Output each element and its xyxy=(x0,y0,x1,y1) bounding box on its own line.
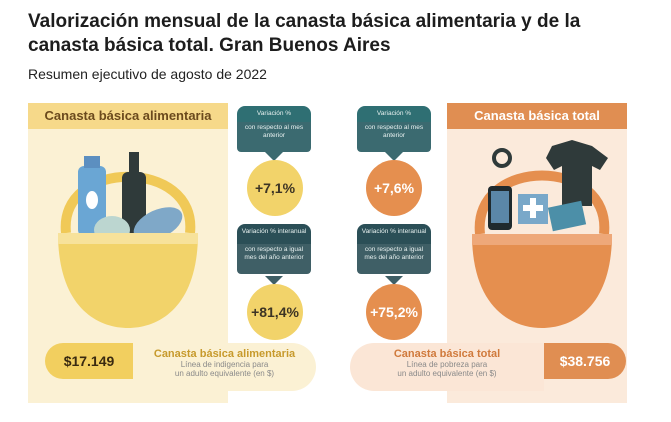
total-monthly-tag-text: con respecto al mes anterior xyxy=(357,122,431,152)
total-yearly-tag: Variación % interanual con respecto a ig… xyxy=(357,224,431,276)
food-yearly-tag-text: con respecto a igual mes del año anterio… xyxy=(237,244,311,274)
food-yearly-value: +81,4% xyxy=(247,284,303,340)
total-yearly-tag-title: Variación % interanual xyxy=(357,224,431,244)
food-basket-pill-title: Canasta básica alimentaria xyxy=(153,348,296,360)
total-yearly-value: +75,2% xyxy=(366,284,422,340)
total-basket-pill: Canasta básica total Línea de pobreza pa… xyxy=(350,343,544,391)
total-basket-pill-line1: Línea de pobreza para xyxy=(406,360,488,369)
total-yearly-tag-text: con respecto a igual mes del año anterio… xyxy=(357,244,431,274)
food-yearly-tag: Variación % interanual con respecto a ig… xyxy=(237,224,311,276)
page-subtitle: Resumen ejecutivo de agosto de 2022 xyxy=(28,66,267,82)
total-monthly-value: +7,6% xyxy=(366,160,422,216)
food-monthly-pointer xyxy=(265,152,283,161)
food-basket-header: Canasta básica alimentaria xyxy=(28,103,228,129)
food-yearly-tag-title: Variación % interanual xyxy=(237,224,311,244)
food-basket-pill-line1: Línea de indigencia para xyxy=(180,360,269,369)
food-yearly-pointer xyxy=(265,276,283,285)
total-basket-pill-title: Canasta básica total xyxy=(393,348,501,360)
food-monthly-value: +7,1% xyxy=(247,160,303,216)
total-yearly-pointer xyxy=(385,276,403,285)
food-basket-pill: Canasta básica alimentaria Línea de indi… xyxy=(133,343,316,391)
food-basket-pill-line2: un adulto equivalente (en $) xyxy=(174,369,275,378)
food-monthly-tag-title: Variación % xyxy=(237,106,311,122)
total-monthly-tag: Variación % con respecto al mes anterior xyxy=(357,106,431,152)
total-basket-price: $38.756 xyxy=(544,343,626,379)
food-basket-price: $17.149 xyxy=(45,343,133,379)
food-monthly-tag-text: con respecto al mes anterior xyxy=(237,122,311,152)
total-basket-header: Canasta básica total xyxy=(447,103,627,129)
total-monthly-tag-title: Variación % xyxy=(357,106,431,122)
basket-food-icon xyxy=(58,152,198,328)
total-basket-pill-line2: un adulto equivalente (en $) xyxy=(397,369,497,378)
basket-total-icon xyxy=(472,140,612,328)
total-monthly-pointer xyxy=(385,152,403,161)
page-title: Valorización mensual de la canasta básic… xyxy=(28,11,581,56)
food-monthly-tag: Variación % con respecto al mes anterior xyxy=(237,106,311,152)
